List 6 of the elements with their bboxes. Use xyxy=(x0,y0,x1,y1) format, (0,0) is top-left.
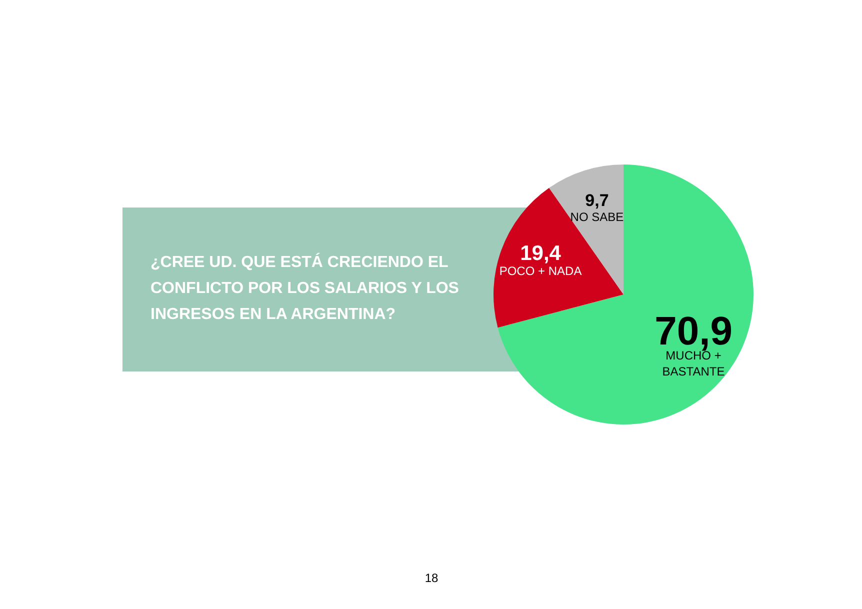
text: ¿CREE UD. QUE ESTÁ CRECIENDO EL CONFLICTO POR LOS SALARIOS Y LOS INGRESOS EN LA ARGENTINA? xyxy=(150,252,460,323)
data-label: 19,4 xyxy=(520,242,562,266)
slice-label: NO SABE xyxy=(570,210,624,224)
slice-label: POCO + NADA xyxy=(499,264,582,278)
data-label: 9,7 xyxy=(585,191,609,210)
text: 18 xyxy=(424,571,438,585)
